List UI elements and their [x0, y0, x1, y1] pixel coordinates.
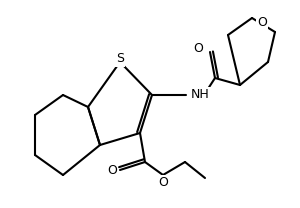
Text: O: O [193, 42, 203, 54]
Text: O: O [107, 163, 117, 177]
Text: O: O [257, 16, 267, 30]
Text: S: S [116, 52, 124, 66]
Text: NH: NH [191, 88, 210, 102]
Text: O: O [158, 177, 168, 189]
